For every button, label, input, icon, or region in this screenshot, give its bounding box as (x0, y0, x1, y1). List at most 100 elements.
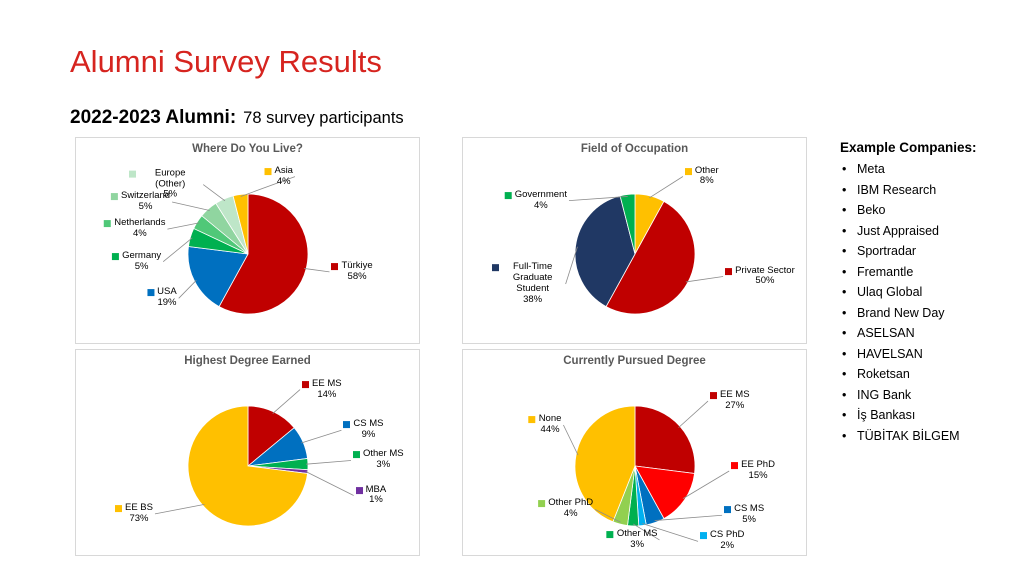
pie-label-text: Europe (Other) 5% (154, 167, 186, 201)
example-companies-panel: Example Companies: Meta IBM Research Beko J… (840, 140, 1024, 450)
companies-heading: Example Companies: (840, 140, 977, 155)
label-leader-line (682, 470, 730, 499)
label-leader-line (594, 509, 621, 523)
pie-label-text: Other PhD 4% (548, 497, 594, 520)
chart-panel-field-of-occupation: Field of Occupation Other 8% Private Secto… (462, 137, 807, 344)
pie-label: EE MS 27% (710, 389, 750, 412)
label-leader-line (272, 389, 301, 414)
pie-label: Switzerland 5% (110, 190, 171, 213)
legend-swatch-icon (724, 506, 732, 514)
subtitle-alumni-label: 2022-2023 Alumni: (70, 107, 237, 128)
company-item: Meta (840, 163, 1024, 177)
chart-panel-currently-pursued-degree: Currently Pursued Degree EE MS 27% EE PhD 1… (462, 349, 807, 556)
pie-plot: Other 8% Private Sector 50% Full-Time Gradua… (463, 160, 806, 343)
company-item: TÜBİTAK BİLGEM (840, 429, 1024, 443)
pie-slice-full-time-graduate-student (574, 195, 636, 308)
pie-label: Europe (Other) 5% (129, 167, 201, 201)
company-item: Brand New Day (840, 306, 1024, 320)
pie-label-text: Türkiye 58% (341, 259, 373, 282)
pie-label: Netherlands 4% (104, 217, 166, 240)
company-item: Beko (840, 204, 1024, 218)
chart-title: Currently Pursued Degree (563, 355, 706, 367)
pie-label-text: CS PhD 2% (710, 529, 745, 552)
pie-label-text: Government 4% (514, 188, 567, 211)
label-leader-line (685, 276, 724, 283)
pie-label: Asia 4% (264, 164, 293, 188)
label-leader-line (305, 471, 354, 496)
pie-label-text: EE MS 14% (312, 377, 342, 400)
pie-label: Other MS 3% (352, 448, 404, 472)
pie-slice-ee-phd (634, 465, 695, 520)
pie-svg (563, 400, 730, 542)
pie-label-text: None 44% (538, 413, 562, 435)
legend-swatch-icon (110, 193, 118, 201)
page-title: Alumni Survey Results (70, 44, 382, 79)
pie-label-text: MBA 1% (365, 483, 387, 506)
legend-swatch-icon (147, 289, 155, 297)
pie-label-text: Other MS 3% (362, 448, 404, 471)
company-item: Just Appraised (840, 224, 1024, 238)
legend-swatch-icon (264, 167, 272, 175)
pie-slice-ee-ms (634, 405, 696, 474)
pie-label-text: Netherlands 4% (114, 217, 166, 240)
legend-swatch-icon (725, 267, 733, 275)
pie-label: CS PhD 2% (700, 530, 744, 552)
pie-label-text: Private Sector 50% (735, 264, 795, 287)
legend-swatch-icon (104, 220, 112, 228)
pie-label-text: Switzerland 5% (120, 190, 171, 212)
pie-label: Other MS 3% (606, 528, 658, 551)
pie-slice-government (619, 193, 636, 255)
pie-plot: EE MS 14% CS MS 9% Other MS 3% MBA 1% EE BS 73% (76, 372, 419, 555)
label-leader-line (240, 176, 296, 197)
chart-title: Where Do You Live? (192, 143, 303, 155)
pie-label-text: CS MS 5% (734, 503, 765, 526)
pie-label: Germany 5% (112, 250, 161, 273)
pie-label-text: Asia 4% (274, 164, 293, 187)
legend-swatch-icon (343, 421, 351, 429)
pie-label-text: USA 19% (157, 286, 177, 309)
pie-label: CS MS 5% (724, 503, 765, 526)
legend-swatch-icon (504, 191, 512, 199)
pie-label-text: Other 8% (694, 164, 719, 187)
pie-label: Government 4% (504, 188, 567, 212)
slide-subtitle: 2022-2023 Alumni: 78 survey participants (70, 107, 404, 129)
pie-label: Other 8% (684, 164, 719, 188)
pie-label: CS MS 9% (343, 418, 384, 441)
label-leader-line (305, 460, 351, 465)
legend-swatch-icon (355, 486, 363, 494)
pie-label: EE MS 14% (302, 377, 342, 401)
pie-label: Private Sector 50% (725, 264, 795, 288)
label-leader-line (304, 268, 330, 273)
pie-label-text: Full-Time Graduate Student 38% (512, 261, 553, 305)
legend-swatch-icon (352, 451, 360, 459)
label-leader-line (301, 429, 342, 444)
label-leader-line (162, 237, 193, 262)
label-leader-line (649, 176, 684, 199)
label-leader-line (678, 400, 709, 428)
pie-slice-usa (187, 246, 249, 308)
company-item: Fremantle (840, 265, 1024, 279)
legend-swatch-icon (112, 252, 120, 260)
pie-label-text: EE BS 73% (124, 501, 153, 524)
pie-label: USA 19% (147, 286, 177, 309)
pie-label-text: EE PhD 15% (741, 459, 775, 481)
pie-label: EE PhD 15% (731, 459, 775, 482)
pie-svg (154, 389, 354, 527)
pie-plot: Türkiye 58% USA 19% Germany 5% Netherlands 4% Sw… (76, 160, 419, 343)
subtitle-participants: 78 survey participants (243, 109, 404, 127)
company-item: Ulaq Global (840, 286, 1024, 300)
legend-swatch-icon (700, 532, 708, 540)
company-item: Sportradar (840, 245, 1024, 259)
legend-swatch-icon (710, 392, 717, 400)
pie-plot: EE MS 27% EE PhD 15% CS MS 5% CS PhD 2% Other MS… (463, 372, 806, 555)
label-leader-line (154, 503, 205, 515)
pie-label: Türkiye 58% (331, 259, 373, 283)
pie-slice-ee-ms (247, 405, 295, 467)
label-leader-line (654, 514, 723, 521)
chart-panel-where-do-you-live: Where Do You Live? Türkiye 58% USA 19% Germa… (75, 137, 420, 344)
chart-title: Field of Occupation (580, 143, 689, 155)
pie-label: EE BS 73% (114, 501, 153, 525)
pie-label-text: Other MS 3% (616, 528, 658, 550)
pie-label: MBA 1% (355, 483, 387, 507)
